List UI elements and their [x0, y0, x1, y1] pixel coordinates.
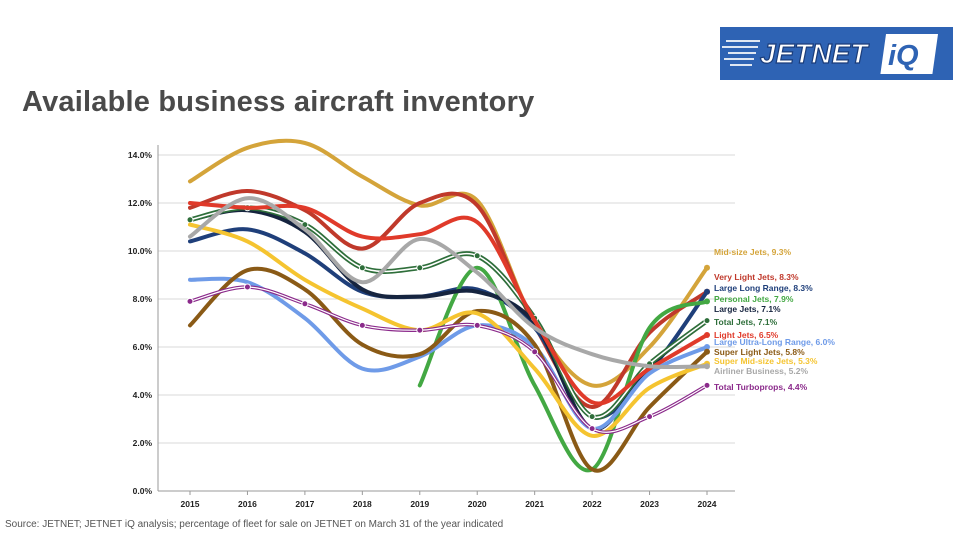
legend-labels: Mid-size Jets, 9.3% Very Light Jets, 8.3%… — [714, 247, 835, 392]
y-tick-label: 8.0% — [133, 294, 153, 304]
data-point — [186, 216, 194, 224]
series-line — [188, 201, 709, 406]
data-point — [588, 425, 596, 433]
series-line — [188, 266, 709, 473]
y-tick-label: 0.0% — [133, 486, 153, 496]
data-point — [704, 332, 710, 338]
chart-title: Available business aircraft inventory — [22, 86, 535, 118]
x-tick-label: 2023 — [640, 499, 659, 509]
label-large-ultra-long-range: Large Ultra-Long Range, 6.0% — [714, 337, 835, 347]
series-personal-jets — [417, 265, 710, 473]
label-airliner-business: Airliner Business, 5.2% — [714, 366, 808, 376]
data-point — [704, 348, 710, 355]
data-point — [243, 283, 251, 291]
label-personal-jets: Personal Jets, 7.9% — [714, 294, 794, 304]
data-point — [186, 297, 194, 305]
x-tick-label: 2016 — [238, 499, 257, 509]
series-mid-size-jets — [188, 138, 710, 388]
data-point — [703, 381, 711, 389]
series-line — [188, 196, 709, 370]
data-point — [473, 252, 481, 260]
label-large-long-range: Large Long Range, 8.3% — [714, 283, 813, 293]
data-point — [704, 363, 710, 370]
data-point — [704, 288, 710, 295]
data-point — [416, 326, 424, 334]
logo-text: JETNET — [760, 38, 870, 69]
label-large-jets: Large Jets, 7.1% — [714, 304, 781, 314]
series-airliner-business — [188, 196, 710, 370]
y-tick-label: 2.0% — [133, 438, 153, 448]
y-tick-label: 14.0% — [128, 150, 153, 160]
data-point — [473, 321, 481, 329]
series-light-jets — [188, 201, 710, 406]
series-line-highlight — [189, 286, 708, 433]
jetnet-iq-logo: JETNET iQ — [720, 27, 953, 80]
y-axis: 0.0% 2.0% 4.0% 6.0% 8.0% 10.0% 12.0% 14.0% — [128, 150, 153, 496]
logo-badge: iQ — [888, 40, 919, 72]
x-tick-label: 2018 — [353, 499, 372, 509]
label-total-turboprops: Total Turboprops, 4.4% — [714, 382, 808, 392]
label-very-light-jets: Very Light Jets, 8.3% — [714, 272, 799, 282]
label-light-jets: Light Jets, 6.5% — [714, 330, 779, 340]
label-total-jets: Total Jets, 7.1% — [714, 317, 778, 327]
label-mid-size-jets: Mid-size Jets, 9.3% — [714, 247, 791, 257]
label-super-mid-size-jets: Super Mid-size Jets, 5.3% — [714, 356, 818, 366]
series-super-light-jets — [188, 266, 710, 473]
x-tick-label: 2022 — [583, 499, 602, 509]
series-group — [186, 138, 711, 473]
data-point — [588, 413, 596, 421]
y-tick-label: 12.0% — [128, 198, 153, 208]
data-point — [646, 413, 654, 421]
series-line — [188, 138, 709, 388]
data-point — [358, 264, 366, 272]
data-point — [358, 321, 366, 329]
data-point — [704, 344, 710, 350]
data-point — [531, 348, 539, 356]
x-tick-label: 2019 — [410, 499, 429, 509]
data-point — [703, 317, 711, 325]
series-line — [188, 222, 709, 438]
y-tick-label: 6.0% — [133, 342, 153, 352]
data-point — [704, 298, 710, 305]
label-super-light-jets: Super Light Jets, 5.8% — [714, 347, 805, 357]
x-tick-label: 2015 — [181, 499, 200, 509]
data-point — [704, 264, 710, 271]
series-large-ultra-long-range — [188, 276, 710, 431]
source-note: Source: JETNET; JETNET iQ analysis; perc… — [5, 519, 504, 530]
x-tick-label: 2017 — [295, 499, 314, 509]
y-tick-label: 10.0% — [128, 246, 153, 256]
data-point — [416, 264, 424, 272]
series-total-turboprops — [186, 283, 711, 435]
series-line — [417, 265, 709, 473]
series-line — [188, 276, 709, 431]
data-point — [301, 300, 309, 308]
y-tick-label: 4.0% — [133, 390, 153, 400]
x-tick-label: 2021 — [525, 499, 544, 509]
x-axis: 2015 2016 2017 2018 2019 2020 2021 2022 2023 2024 — [181, 491, 717, 509]
x-tick-label: 2024 — [698, 499, 717, 509]
x-tick-label: 2020 — [468, 499, 487, 509]
